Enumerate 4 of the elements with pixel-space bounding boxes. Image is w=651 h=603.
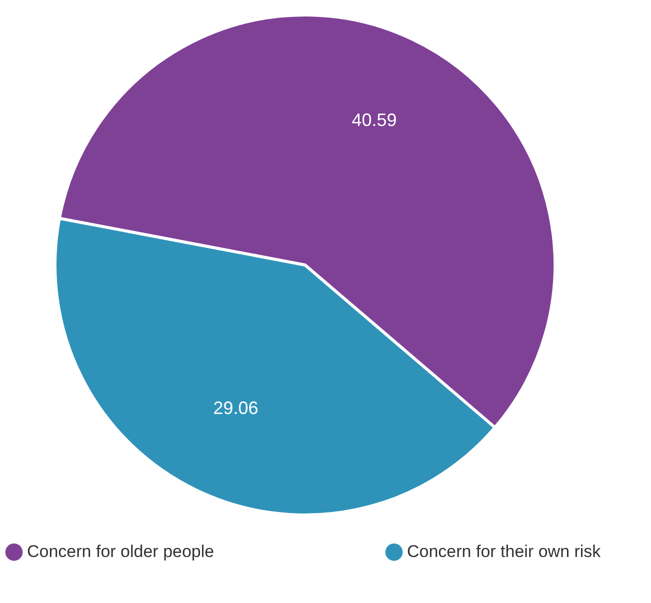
data-label: 40.59 <box>352 110 397 130</box>
data-label: 29.06 <box>213 398 258 418</box>
legend-label: Concern for older people <box>27 542 214 562</box>
legend-label: Concern for their own risk <box>407 542 602 562</box>
